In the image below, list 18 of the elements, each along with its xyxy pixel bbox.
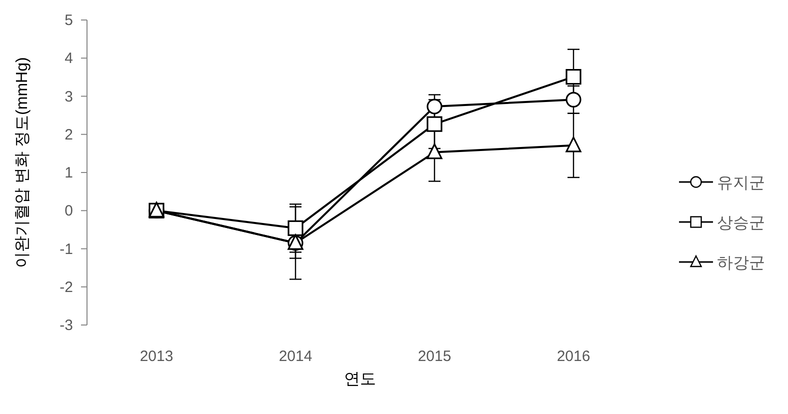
legend-label: 유지군 bbox=[717, 175, 765, 192]
y-tick-label: 5 bbox=[64, 12, 73, 29]
y-tick-label: -1 bbox=[60, 240, 73, 258]
x-axis-title: 연도 bbox=[344, 371, 376, 388]
y-tick-label: -3 bbox=[60, 317, 73, 334]
y-tick-label: 2 bbox=[64, 126, 73, 144]
y-axis-title: 이완기혈압 변화 정도(mmHg) bbox=[14, 57, 31, 268]
y-tick-label: 4 bbox=[64, 50, 73, 68]
x-tick-label: 2015 bbox=[418, 348, 452, 365]
x-tick-label: 2014 bbox=[278, 348, 312, 365]
y-tick-label: 3 bbox=[64, 88, 73, 106]
y-tick-label: -2 bbox=[60, 278, 73, 296]
x-tick-label: 2016 bbox=[556, 348, 590, 365]
legend-label: 상승군 bbox=[717, 215, 765, 232]
x-tick-label: 2013 bbox=[140, 348, 174, 365]
y-tick-label: 0 bbox=[64, 202, 73, 220]
y-tick-label: 1 bbox=[64, 164, 73, 182]
legend-label: 하강군 bbox=[717, 255, 765, 272]
